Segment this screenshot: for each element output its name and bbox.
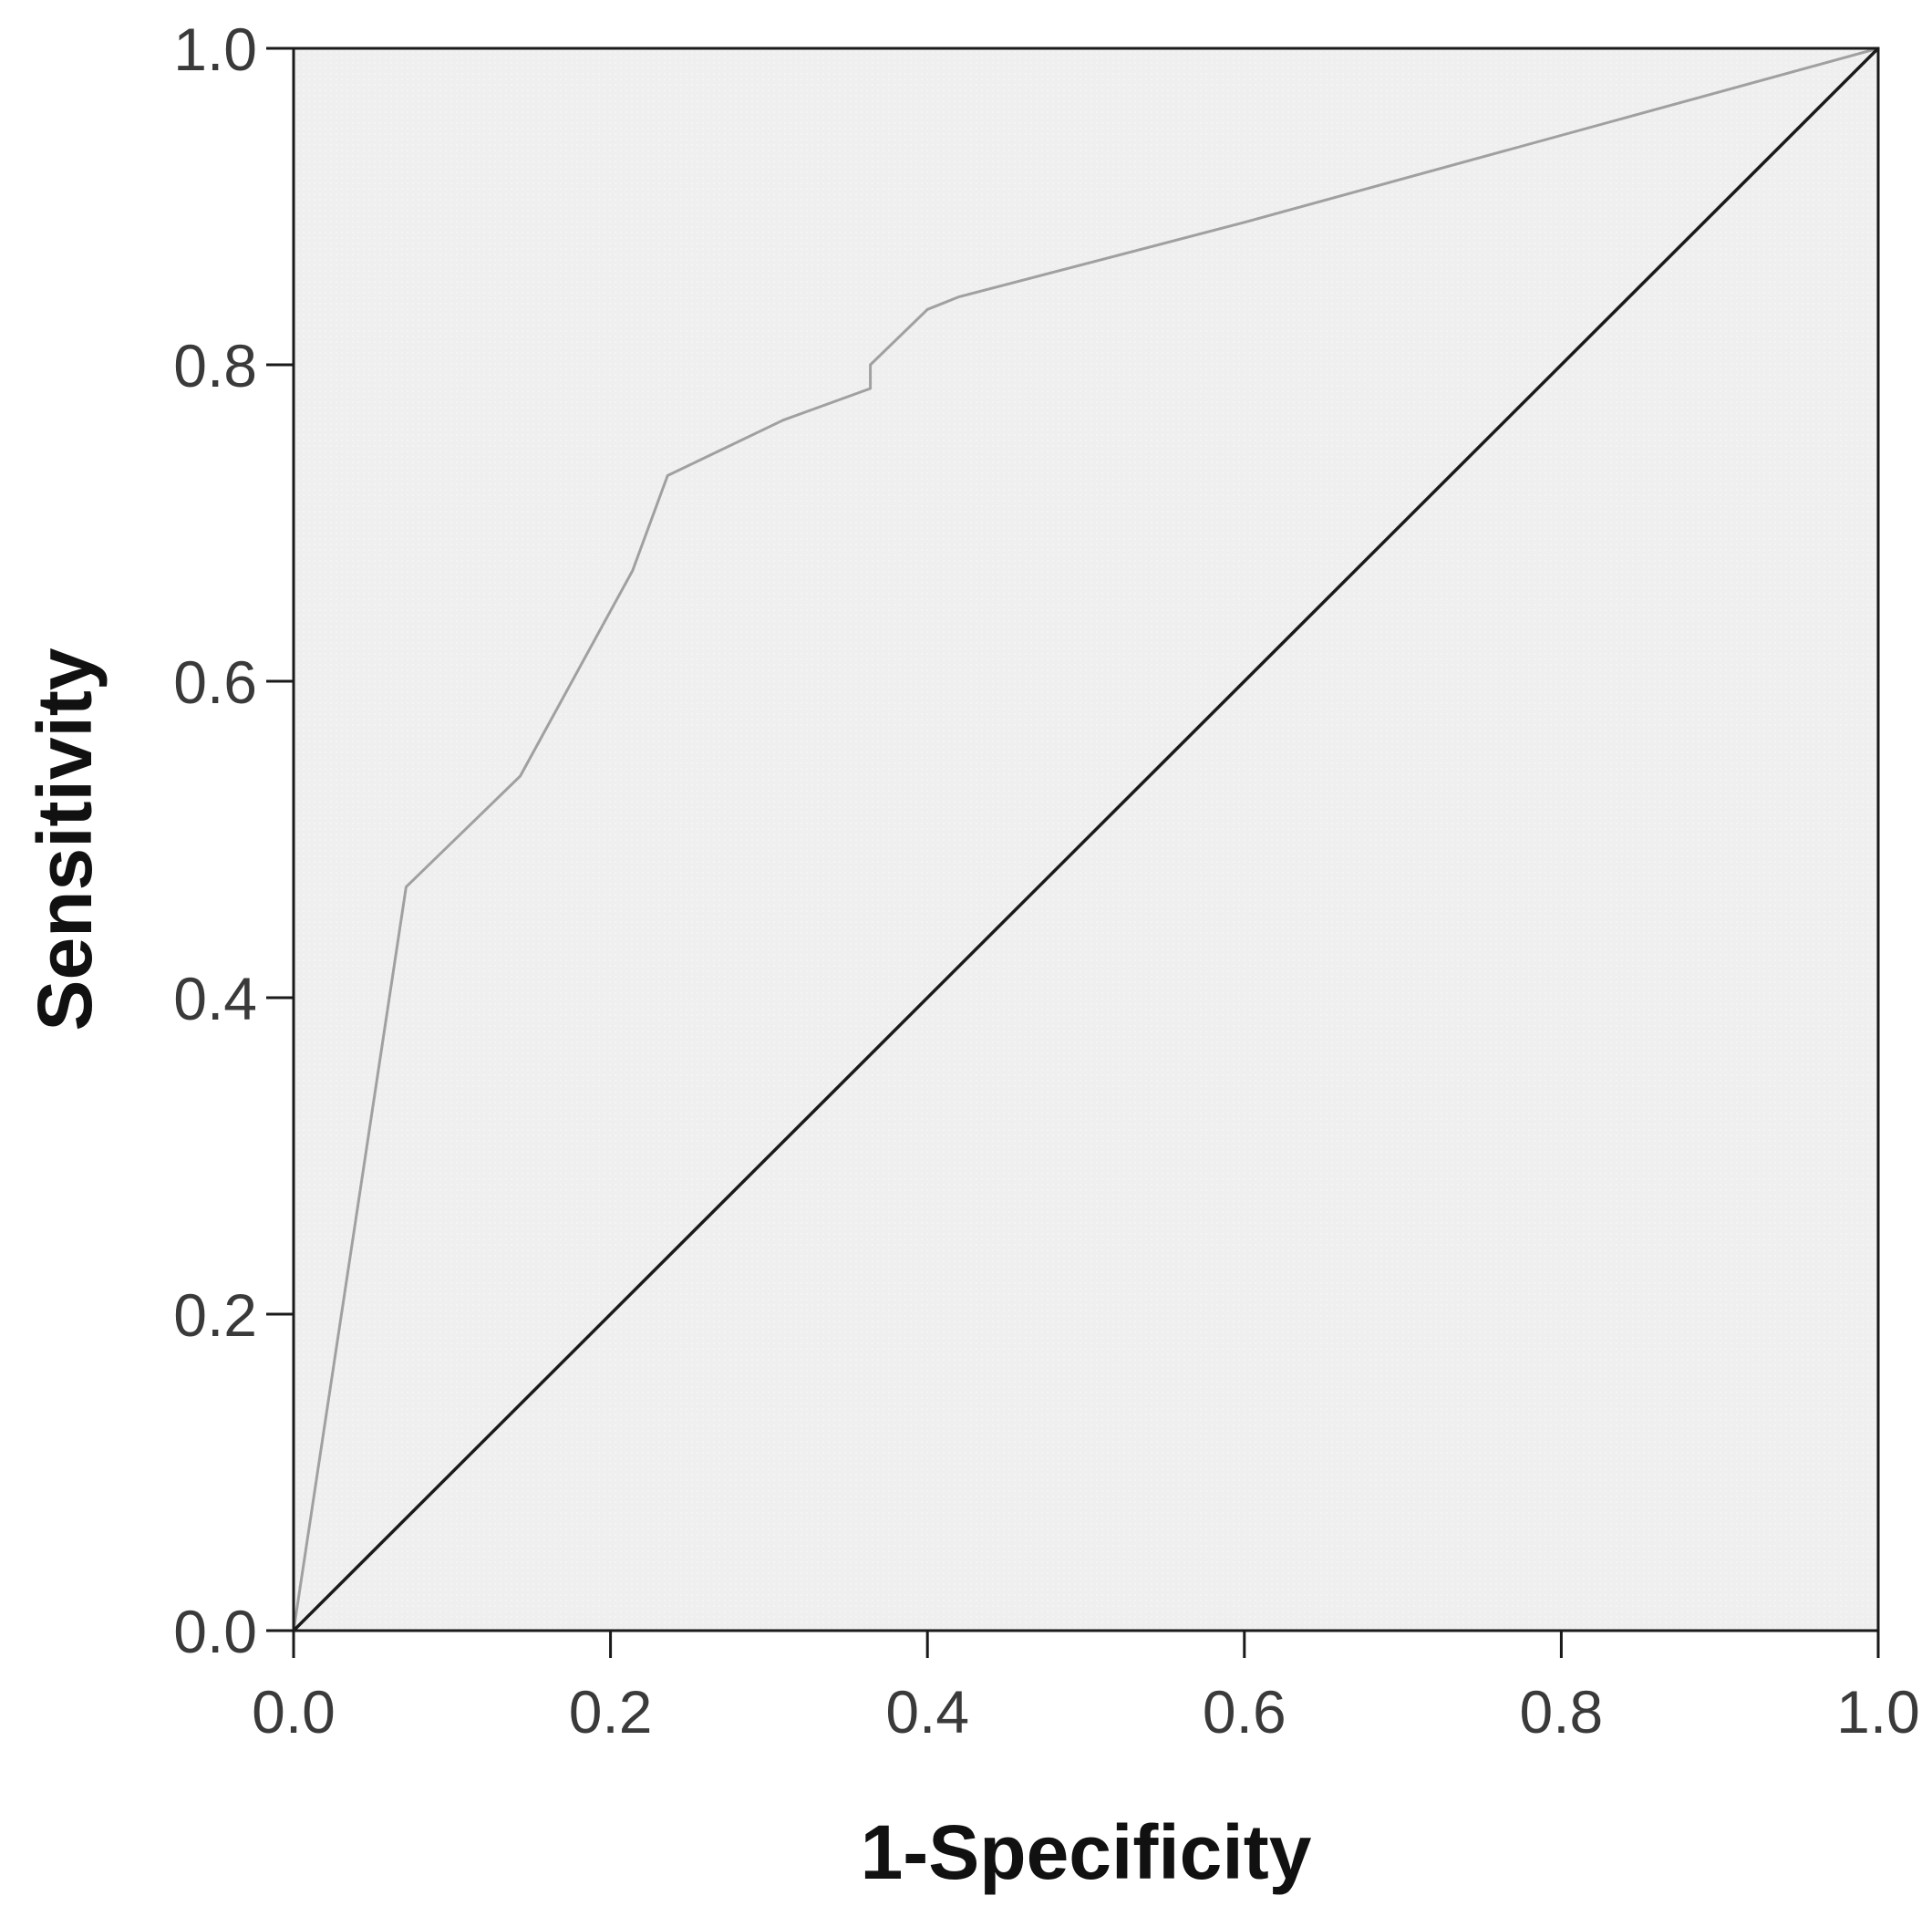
y-tick-label: 1.0	[173, 16, 257, 83]
x-tick-label: 0.0	[252, 1678, 336, 1746]
x-tick-label: 1.0	[1836, 1678, 1920, 1746]
x-axis-title: 1-Specificity	[861, 1809, 1312, 1895]
x-tick-label: 0.2	[569, 1678, 653, 1746]
y-tick-label: 0.4	[173, 965, 257, 1032]
x-tick-label: 0.4	[885, 1678, 969, 1746]
y-tick-label: 0.8	[173, 332, 257, 399]
y-tick-label: 0.0	[173, 1598, 257, 1665]
plot-frame	[292, 47, 1880, 1632]
x-tick-label: 0.8	[1520, 1678, 1604, 1746]
roc-curve-line	[292, 47, 1879, 1632]
y-tick-label: 0.2	[173, 1281, 257, 1349]
reference-diagonal-line	[292, 47, 1880, 1632]
y-axis-title: Sensitivity	[22, 648, 108, 1031]
x-tick-label: 0.6	[1203, 1678, 1286, 1746]
y-tick-label: 0.6	[173, 648, 257, 716]
